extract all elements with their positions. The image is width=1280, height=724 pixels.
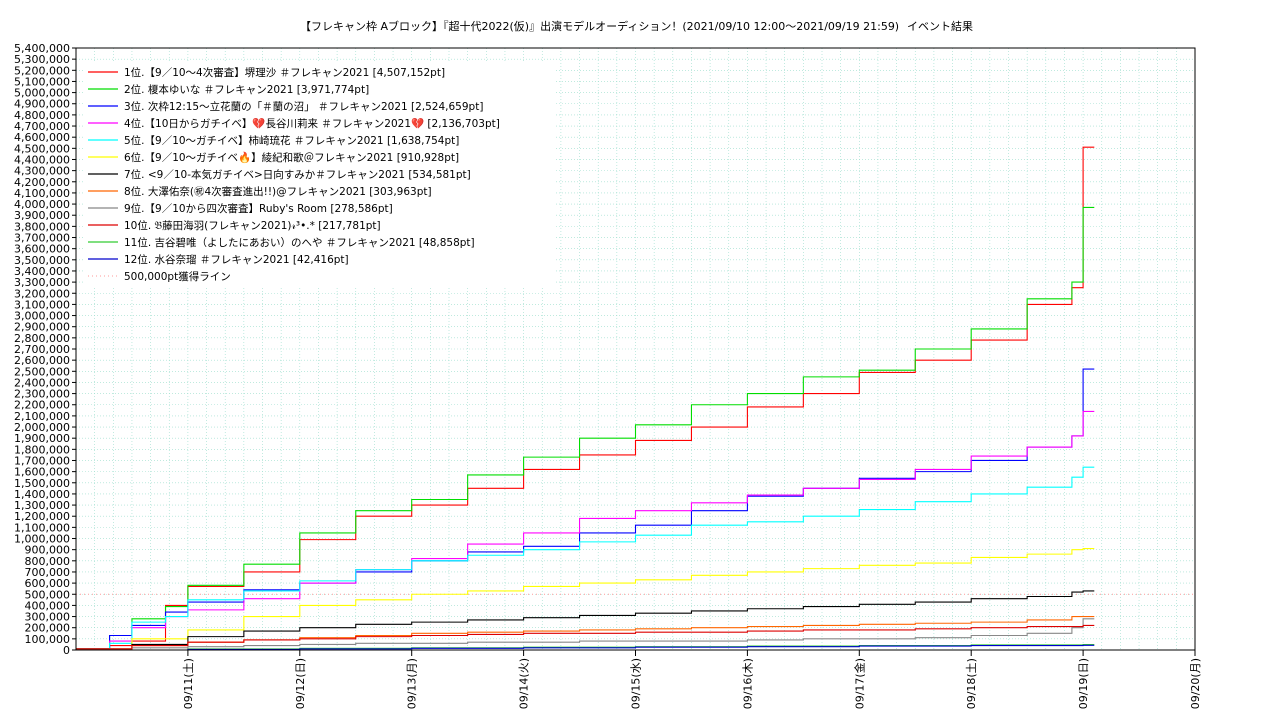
y-tick-label: 900,000 (25, 544, 71, 557)
y-tick-label: 3,300,000 (14, 276, 70, 289)
y-tick-label: 3,600,000 (14, 243, 70, 256)
y-tick-label: 2,300,000 (14, 388, 70, 401)
series-line-12 (76, 644, 1095, 651)
y-tick-label: 1,500,000 (14, 477, 70, 490)
legend-label: 2位. 榎本ゆいな ＃フレキャン2021 [3,971,774pt] (124, 83, 369, 96)
y-tick-label: 4,200,000 (14, 176, 70, 189)
series-line-6 (76, 548, 1095, 650)
x-tick-label: 09/20(月) (1189, 658, 1202, 709)
y-tick-label: 4,600,000 (14, 131, 70, 144)
legend-label: 12位. 水谷奈瑠 ＃フレキャン2021 [42,416pt] (124, 253, 349, 266)
y-tick-label: 1,100,000 (14, 521, 70, 534)
y-tick-label: 4,900,000 (14, 98, 70, 111)
axes: 0100,000200,000300,000400,000500,000600,… (14, 42, 1202, 709)
y-tick-label: 2,800,000 (14, 332, 70, 345)
legend-label: 9位.【9／10から四次審査】Ruby's Room [278,586pt] (124, 202, 393, 215)
y-tick-label: 0 (63, 644, 70, 657)
y-tick-label: 4,100,000 (14, 187, 70, 200)
y-tick-label: 4,300,000 (14, 165, 70, 178)
y-tick-label: 300,000 (25, 611, 71, 624)
y-tick-label: 3,400,000 (14, 265, 70, 278)
legend-label: 3位. 次枠12:15〜立花蘭の「＃蘭の沼」 ＃フレキャン2021 [2,524… (124, 100, 483, 113)
y-tick-label: 3,500,000 (14, 254, 70, 267)
y-tick-label: 100,000 (25, 633, 71, 646)
chart-title: 【フレキャン枠 Aブロック】『超十代2022(仮)』出演モデルオーディション！(… (300, 19, 899, 33)
series-line-9 (76, 618, 1095, 650)
y-tick-label: 700,000 (25, 566, 71, 579)
y-tick-label: 2,000,000 (14, 421, 70, 434)
y-tick-label: 2,400,000 (14, 376, 70, 389)
x-tick-label: 09/11(土) (182, 658, 195, 709)
series-line-8 (76, 616, 1095, 650)
x-tick-label: 09/16(木) (741, 658, 754, 709)
legend-label: 1位.【9／10〜4次審査】堺理沙 ＃フレキャン2021 [4,507,152p… (124, 66, 445, 79)
y-tick-label: 2,900,000 (14, 321, 70, 334)
legend-label: 10位. 𝔅藤田海羽(フレキャン2021)𝓇³•.* [217,781pt] (124, 219, 381, 232)
y-tick-label: 1,200,000 (14, 510, 70, 523)
event-result-label: イベント結果 (907, 19, 973, 33)
y-tick-label: 4,400,000 (14, 153, 70, 166)
x-tick-label: 09/12(日) (294, 658, 307, 709)
y-tick-label: 1,400,000 (14, 488, 70, 501)
y-tick-label: 1,800,000 (14, 443, 70, 456)
x-tick-label: 09/15(水) (630, 658, 643, 709)
x-tick-label: 09/17(金) (852, 658, 866, 709)
y-tick-label: 5,200,000 (14, 64, 70, 77)
y-tick-label: 4,800,000 (14, 109, 70, 122)
y-tick-label: 5,100,000 (14, 75, 70, 88)
series-line-3 (76, 368, 1095, 650)
y-tick-label: 2,100,000 (14, 410, 70, 423)
y-tick-label: 400,000 (25, 599, 71, 612)
y-tick-label: 4,500,000 (14, 142, 70, 155)
y-tick-label: 1,900,000 (14, 432, 70, 445)
y-tick-label: 3,900,000 (14, 209, 70, 222)
x-tick-label: 09/19(日) (1077, 658, 1090, 709)
y-tick-label: 5,300,000 (14, 53, 70, 66)
legend-label: 8位. 大澤佑奈(㊗4次審査進出!!)@フレキャン2021 [303,963pt… (124, 185, 432, 198)
y-tick-label: 3,700,000 (14, 232, 70, 245)
y-tick-label: 1,700,000 (14, 454, 70, 467)
legend-label: 6位.【9／10〜ガチイベ🔥】綾紀和歌＠フレキャン2021 [910,928pt… (124, 151, 459, 164)
legend-label: 7位. <9／10-本気ガチイベ>日向すみか＃フレキャン2021 [534,58… (124, 168, 471, 181)
y-tick-label: 1,300,000 (14, 499, 70, 512)
y-tick-label: 1,000,000 (14, 533, 70, 546)
x-tick-label: 09/18(土) (965, 658, 978, 709)
legend-label-threshold: 500,000pt獲得ライン (124, 270, 231, 283)
y-tick-label: 800,000 (25, 555, 71, 568)
series-line-7 (76, 590, 1095, 650)
series-line-10 (76, 624, 1095, 650)
y-tick-label: 1,600,000 (14, 466, 70, 479)
series-lines (76, 146, 1095, 651)
legend-label: 5位.【9／10〜ガチイベ】柿崎琉花 ＃フレキャン2021 [1,638,754… (124, 134, 459, 147)
y-tick-label: 5,000,000 (14, 87, 70, 100)
x-tick-label: 09/13(月) (406, 658, 419, 709)
y-tick-label: 500,000 (25, 588, 71, 601)
y-tick-label: 3,100,000 (14, 298, 70, 311)
y-tick-label: 3,800,000 (14, 220, 70, 233)
y-tick-label: 2,500,000 (14, 365, 70, 378)
y-tick-label: 3,000,000 (14, 310, 70, 323)
y-tick-label: 3,200,000 (14, 287, 70, 300)
legend: 1位.【9／10〜4次審査】堺理沙 ＃フレキャン2021 [4,507,152p… (84, 62, 556, 288)
y-tick-label: 600,000 (25, 577, 71, 590)
legend-label: 4位.【10日からガチイベ】💔長谷川莉来 ＃フレキャン2021💔 [2,136,… (124, 117, 500, 130)
y-tick-label: 4,000,000 (14, 198, 70, 211)
y-tick-label: 200,000 (25, 622, 71, 635)
legend-label: 11位. 吉谷碧唯（よしたにあおい）のへや ＃フレキャン2021 [48,858… (124, 236, 475, 249)
series-line-5 (76, 466, 1095, 650)
y-tick-label: 4,700,000 (14, 120, 70, 133)
y-tick-label: 2,700,000 (14, 343, 70, 356)
series-line-4 (76, 410, 1095, 650)
y-tick-label: 2,200,000 (14, 399, 70, 412)
y-tick-label: 2,600,000 (14, 354, 70, 367)
x-tick-label: 09/14(火) (518, 658, 531, 709)
y-tick-label: 5,400,000 (14, 42, 70, 55)
legend-box (84, 62, 556, 288)
